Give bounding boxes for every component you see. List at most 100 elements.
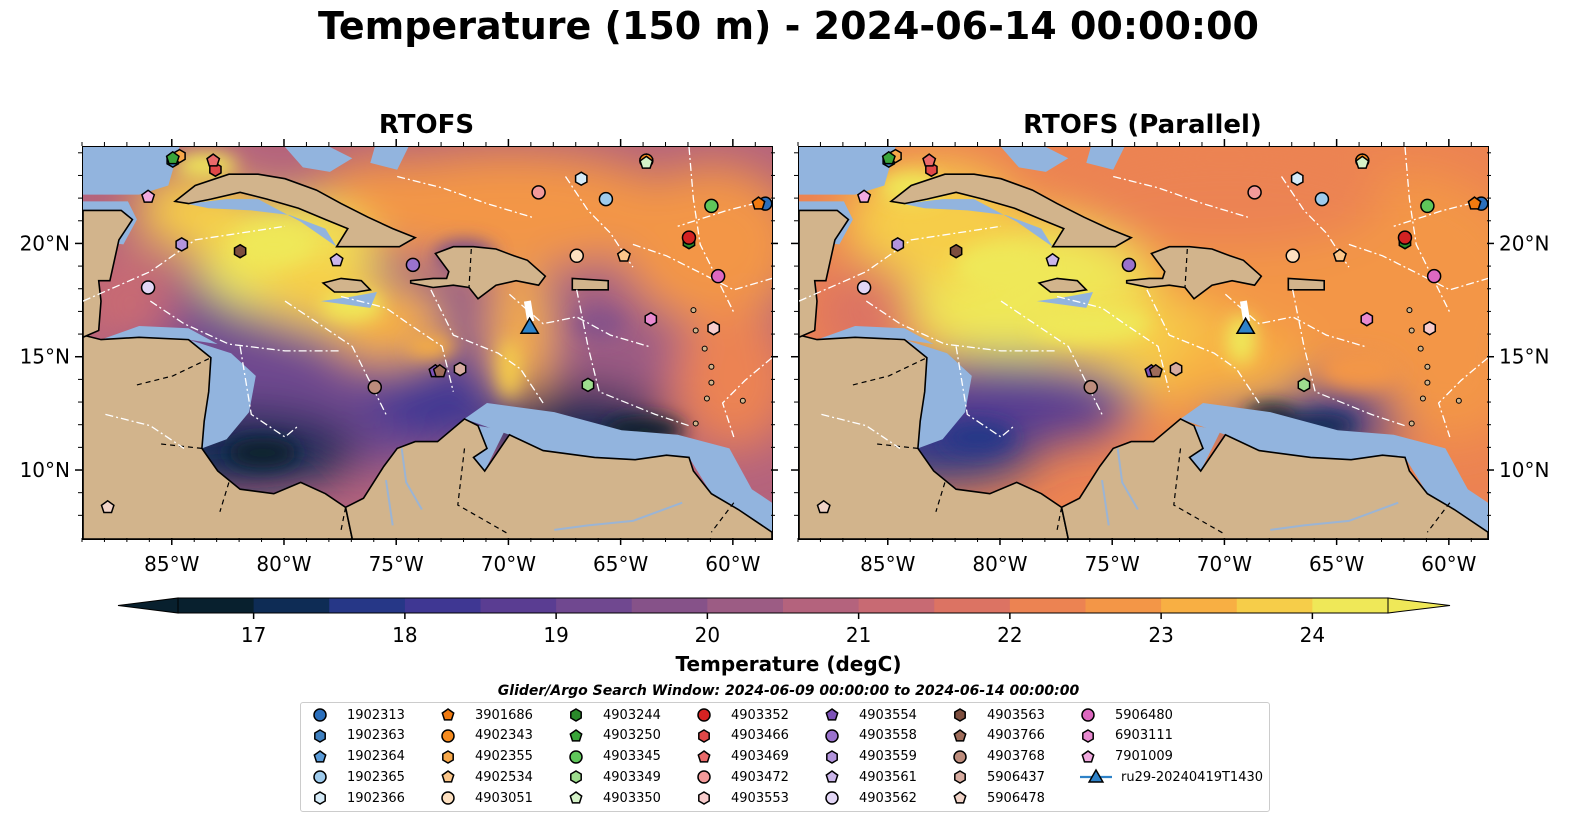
legend-shape [1081, 749, 1095, 763]
country-border [1056, 507, 1063, 531]
float-marker-4903561 [1045, 252, 1060, 267]
lat-tick-label: 15°N [1499, 345, 1549, 369]
lon-tick-label: 60°W [705, 552, 760, 576]
river [1101, 479, 1110, 526]
island [1408, 420, 1415, 427]
legend-shape [569, 728, 583, 742]
legend-shape [569, 791, 583, 804]
shelf-gulfVenezuela [1189, 425, 1221, 471]
legend-marker [570, 708, 582, 722]
eez-boundary [1437, 357, 1488, 438]
legend-shape [953, 791, 967, 804]
legend-marker [953, 728, 967, 742]
temperature-field [83, 150, 772, 489]
legend-label: 4903559 [859, 749, 917, 765]
colorbar-tick-label: 23 [1148, 623, 1173, 647]
legend-item: 4903350 [567, 788, 661, 808]
island [708, 379, 715, 386]
legend-item: 4903554 [823, 705, 917, 725]
float-marker-5906478 [100, 499, 115, 514]
legend-marker [569, 728, 583, 742]
eez-boundary [397, 175, 533, 218]
float-marker-4903563 [949, 243, 963, 259]
float-marker-4903350 [1355, 155, 1370, 169]
river [400, 448, 423, 511]
legend-item: 4903345 [567, 747, 661, 767]
shelf-nicaragua [904, 339, 972, 449]
legend-label: 5906478 [987, 790, 1045, 806]
shelf-bahamas [285, 147, 353, 172]
legend-marker [697, 770, 711, 785]
float-marker-7901009 [857, 189, 872, 203]
colorbar-segment [556, 598, 633, 613]
legend-marker [313, 708, 327, 722]
shelf-gulfWater [799, 147, 896, 195]
float-marker-4903345 [704, 198, 719, 214]
colorbar: 17 18 19 20 21 22 23 24 [117, 597, 1451, 647]
eez-boundary [1404, 147, 1451, 313]
float-marker-4903561 [329, 252, 344, 267]
eez-boundary [721, 357, 772, 438]
legend-label: 4903349 [603, 769, 661, 785]
eez-boundary [955, 346, 1015, 438]
legend-label: 4903051 [475, 790, 533, 806]
colorbar-segment [329, 598, 406, 613]
float-marker-4903768 [1083, 379, 1099, 395]
legend-item: 5906478 [951, 788, 1045, 808]
eez-boundary [688, 147, 735, 313]
legend-marker [441, 770, 455, 784]
legend-marker [1080, 768, 1112, 784]
legend-item: 5906437 [951, 767, 1045, 787]
country-border [457, 448, 510, 536]
float-marker-4903562 [140, 280, 156, 295]
glider-legend-marker [1087, 768, 1105, 784]
legend-shape [697, 708, 711, 722]
shelf-gulfWater [83, 147, 180, 195]
legend-shape [697, 770, 711, 785]
legend-label: 4903244 [603, 707, 661, 723]
legend-item: 1902363 [311, 726, 405, 746]
legend-marker [441, 708, 455, 721]
legend-item: 4902355 [439, 747, 533, 767]
colorbar-extend-low [117, 597, 179, 614]
land-centralAmerica [799, 334, 1070, 539]
eez-boundary [340, 295, 454, 392]
legend-item: 4902534 [439, 767, 533, 787]
legend-shape [442, 749, 454, 764]
colorbar-tick-label: 22 [997, 623, 1022, 647]
legend-item: 4903051 [439, 788, 533, 808]
legend-label: 1902363 [347, 728, 405, 744]
legend-label: 4903558 [859, 728, 917, 744]
legend-marker [314, 728, 326, 743]
colorbar-label: Temperature (degC) [675, 652, 902, 676]
legend-marker [698, 728, 710, 743]
land-yucatan [799, 209, 850, 339]
legend-shape [826, 749, 838, 764]
float-marker-4902534 [616, 248, 631, 262]
eez-boundary [677, 198, 772, 227]
float-marker-4903352 [1397, 230, 1413, 245]
colorbar-segment [178, 598, 255, 613]
island [708, 363, 715, 370]
legend-shape [825, 729, 839, 743]
lon-tick-label: 75°W [369, 552, 424, 576]
float-marker-4903553 [707, 320, 721, 336]
eez-boundary [430, 289, 544, 404]
float-marker-6903111 [644, 311, 658, 327]
legend-shape [314, 728, 326, 743]
river [1270, 501, 1399, 531]
float-marker-5906437 [453, 361, 467, 377]
legend-shape [441, 708, 455, 721]
legend-item: 1902366 [311, 788, 405, 808]
float-marker-4903250 [165, 150, 180, 165]
shelf-bahamas2 [1086, 147, 1125, 170]
legend-label: 1902365 [347, 769, 405, 785]
island [1419, 395, 1426, 402]
legend-label: 1902313 [347, 707, 405, 723]
eez-boundary [865, 300, 1058, 352]
colorbar-tick-label: 19 [543, 623, 568, 647]
float-marker-7901009 [141, 189, 156, 203]
float-marker-4903349 [581, 377, 595, 393]
country-border [340, 507, 347, 531]
legend-marker [314, 791, 326, 806]
